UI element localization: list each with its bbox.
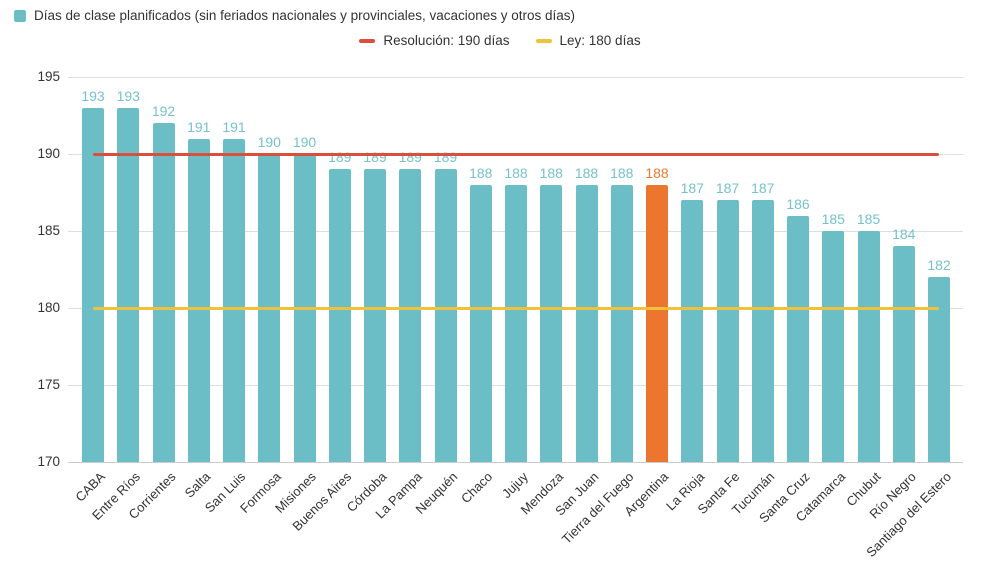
- legend-reference-lines: Resolución: 190 días Ley: 180 días: [0, 33, 1000, 48]
- bar-value-label: 187: [715, 180, 740, 197]
- bar[interactable]: [857, 231, 880, 462]
- legend-item-planned-days[interactable]: Días de clase planificados (sin feriados…: [14, 8, 575, 23]
- resolucion-line-icon: [359, 38, 376, 43]
- legend-label-planned-days: Días de clase planificados (sin feriados…: [34, 8, 576, 23]
- bar[interactable]: [822, 231, 845, 462]
- bar[interactable]: [681, 200, 704, 462]
- bar[interactable]: [469, 184, 492, 462]
- y-axis-label: 195: [37, 69, 60, 84]
- bar-value-label: 193: [116, 87, 140, 104]
- bar[interactable]: [787, 215, 809, 462]
- bar[interactable]: [328, 169, 351, 462]
- bar-value-label: 187: [680, 180, 704, 197]
- bar[interactable]: [751, 200, 774, 462]
- legend-item-ley[interactable]: Ley: 180 días: [535, 33, 641, 48]
- bar[interactable]: [187, 138, 210, 462]
- bar-value-label: 185: [856, 211, 881, 227]
- legend-label-ley: Ley: 180 días: [559, 33, 641, 48]
- bar-value-label: 189: [433, 149, 458, 166]
- bar-value-label: 188: [610, 164, 634, 181]
- bar[interactable]: [610, 184, 633, 462]
- y-axis-label: 190: [37, 146, 60, 161]
- bar[interactable]: [117, 107, 140, 462]
- bar-value-label: 192: [151, 103, 176, 120]
- bar-value-label: 191: [222, 118, 246, 135]
- gridline: [68, 76, 963, 78]
- x-axis-label: Salta: [181, 469, 214, 501]
- legend-item-resolucion[interactable]: Resolución: 190 días: [359, 33, 510, 48]
- bar-value-label: 186: [786, 195, 810, 212]
- bar-value-label: 190: [257, 134, 281, 150]
- legend-label-resolucion: Resolución: 190 días: [383, 33, 510, 48]
- bar-value-label: 188: [469, 164, 493, 181]
- ley-line-icon: [535, 38, 552, 43]
- reference-line-resolucion: [93, 152, 939, 156]
- y-axis-label: 180: [37, 300, 60, 315]
- bar[interactable]: [364, 169, 386, 462]
- bar[interactable]: [434, 169, 457, 462]
- y-axis-label: 185: [37, 223, 60, 238]
- bar[interactable]: [540, 184, 563, 462]
- bar-value-label: 182: [927, 257, 951, 274]
- bar[interactable]: [399, 169, 422, 462]
- bar-value-label: 184: [892, 226, 916, 243]
- bar-value-label: 188: [645, 164, 669, 181]
- bar-value-label: 187: [751, 180, 775, 197]
- bar[interactable]: [646, 184, 668, 462]
- bar-value-label: 188: [574, 164, 599, 181]
- bar[interactable]: [892, 246, 915, 462]
- bar-value-label: 188: [539, 164, 563, 181]
- bar-value-label: 188: [504, 164, 528, 181]
- bar[interactable]: [82, 107, 104, 462]
- bar-value-label: 191: [187, 118, 211, 135]
- legend-swatch-planned-days-icon: [14, 9, 26, 22]
- bar[interactable]: [505, 184, 527, 462]
- bar-value-label: 185: [821, 211, 845, 227]
- bar[interactable]: [152, 123, 175, 462]
- gridline: [68, 461, 963, 463]
- bar-value-label: 190: [292, 134, 317, 150]
- bar[interactable]: [928, 277, 950, 462]
- reference-line-ley: [93, 306, 939, 310]
- x-axis-label: Jujuy: [498, 469, 531, 502]
- y-axis-label: 170: [37, 454, 60, 469]
- y-axis-label: 175: [37, 377, 60, 392]
- x-axis-label: Chaco: [458, 469, 496, 507]
- bar[interactable]: [716, 200, 739, 462]
- bar[interactable]: [575, 184, 598, 462]
- bar[interactable]: [223, 138, 245, 462]
- bar-value-label: 193: [81, 87, 105, 104]
